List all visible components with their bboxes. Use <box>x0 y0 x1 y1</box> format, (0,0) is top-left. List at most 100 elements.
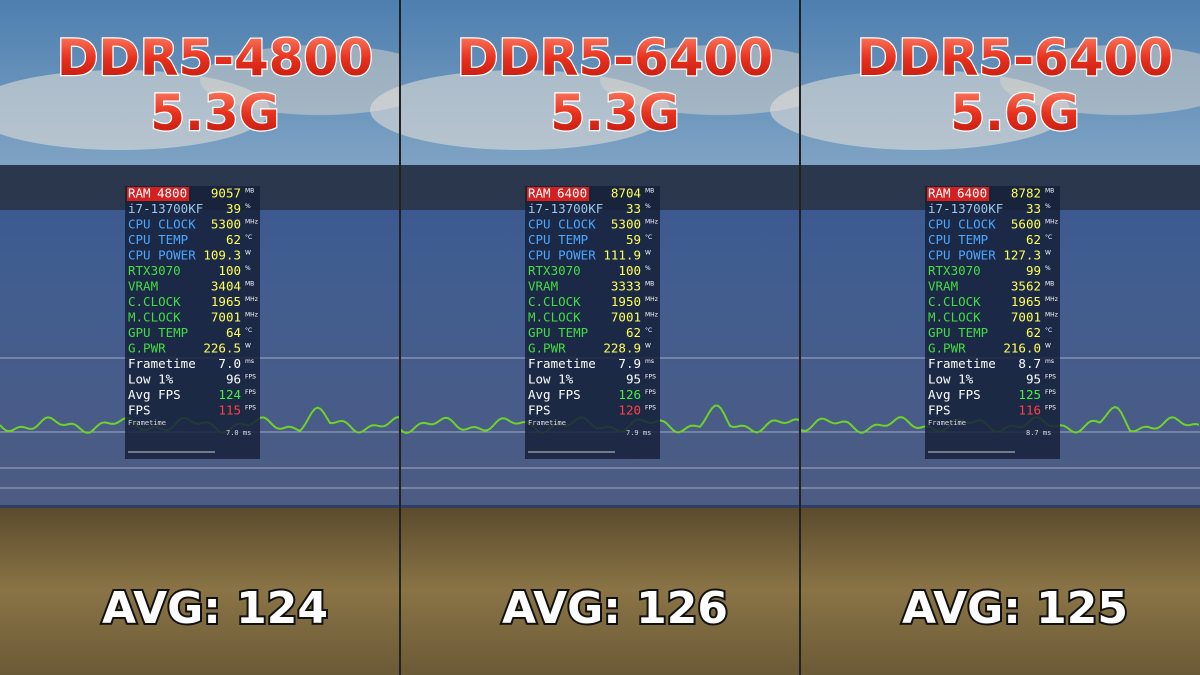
osd-unit: FPS <box>645 374 656 381</box>
memory-label: DDR5-4800 <box>57 29 373 87</box>
osd-unit: MB <box>645 188 654 195</box>
osd-unit: ms <box>1045 358 1054 365</box>
osd-label: CPU POWER <box>128 248 196 263</box>
osd-value: 3562 <box>1011 279 1041 294</box>
osd-unit: FPS <box>245 405 256 412</box>
osd-value: 62 <box>1026 325 1041 340</box>
osd-label: RAM <box>128 186 151 201</box>
osd-label: CPU CLOCK <box>928 217 996 232</box>
osd-unit: °C <box>1045 234 1052 241</box>
osd-unit: MHz <box>245 296 258 303</box>
osd-label: GPU TEMP <box>128 325 188 340</box>
osd-value: 226.5 <box>203 341 241 356</box>
osd-tag: 4800 <box>157 186 187 201</box>
osd-tag: 6400 <box>557 186 587 201</box>
osd-value: 3404 <box>211 279 241 294</box>
osd-unit: FPS <box>645 389 656 396</box>
cloud <box>370 70 670 150</box>
osd-label: Low 1% <box>928 372 974 387</box>
osd-unit: MHz <box>1045 312 1058 319</box>
grass <box>800 505 1200 675</box>
osd-value: 5300 <box>211 217 241 232</box>
osd-value: 116 <box>1018 403 1041 418</box>
osd-unit: MHz <box>1045 219 1058 226</box>
osd-unit: W <box>245 343 251 350</box>
osd-label: C.CLOCK <box>528 294 581 309</box>
osd-value: 125 <box>1018 387 1041 402</box>
osd-unit: FPS <box>1045 389 1056 396</box>
osd-value: 5600 <box>1011 217 1041 232</box>
osd-label: RTX3070 <box>528 263 581 278</box>
osd-unit: MHz <box>245 312 258 319</box>
osd-value: 216.0 <box>1003 341 1041 356</box>
osd-value: 33 <box>1026 201 1041 216</box>
osd-value: 8782 <box>1011 186 1041 201</box>
memory-label: DDR5-6400 <box>457 29 773 87</box>
average-fps: AVG: 124 <box>102 583 328 634</box>
osd-unit: W <box>1045 343 1051 350</box>
average-fps: AVG: 125 <box>902 583 1128 634</box>
osd-unit: MHz <box>645 296 658 303</box>
osd-unit: FPS <box>245 374 256 381</box>
osd-unit: °C <box>1045 327 1052 334</box>
osd-value: 3333 <box>611 279 641 294</box>
osd-value: 62 <box>226 232 241 247</box>
osd-label: M.CLOCK <box>128 310 181 325</box>
osd-label: G.PWR <box>528 341 566 356</box>
average-fps: AVG: 126 <box>502 583 728 634</box>
osd-unit: W <box>645 343 651 350</box>
osd-value: 39 <box>226 201 241 216</box>
osd-label: i7-13700KF <box>928 201 1003 216</box>
osd-value: 109.3 <box>203 248 241 263</box>
osd-value: 95 <box>626 372 641 387</box>
osd-label: CPU CLOCK <box>128 217 196 232</box>
osd-label: VRAM <box>528 279 558 294</box>
osd-label: Low 1% <box>128 372 174 387</box>
osd-unit: W <box>1045 250 1051 257</box>
osd-label: RAM <box>928 186 951 201</box>
osd-label: C.CLOCK <box>128 294 181 309</box>
osd-label: Frametime <box>928 356 996 371</box>
osd-label: CPU POWER <box>528 248 596 263</box>
osd-unit: MHz <box>645 312 658 319</box>
osd-label: CPU TEMP <box>528 232 588 247</box>
osd-unit: FPS <box>645 405 656 412</box>
osd-label: FPS <box>528 403 551 418</box>
osd-unit: ms <box>245 358 254 365</box>
osd-unit: FPS <box>1045 405 1056 412</box>
osd-label: Avg FPS <box>528 387 581 402</box>
osd-unit: MB <box>1045 188 1054 195</box>
osd-unit: % <box>645 265 651 272</box>
osd-value: 1965 <box>1011 294 1041 309</box>
osd-unit: % <box>245 203 251 210</box>
osd-label: Frametime <box>128 356 196 371</box>
cpu-clock-label: 5.3G <box>150 84 280 142</box>
osd-value: 1950 <box>611 294 641 309</box>
graph-value: 8.7 ms <box>1026 429 1051 437</box>
cloud <box>1000 45 1200 115</box>
osd-unit: °C <box>645 234 652 241</box>
osd-value: 64 <box>226 325 241 340</box>
osd-unit: MB <box>645 281 654 288</box>
osd-unit: MHz <box>1045 296 1058 303</box>
osd-value: 111.9 <box>603 248 641 263</box>
osd-value: 126 <box>618 387 641 402</box>
osd-box <box>925 186 1060 459</box>
osd-label: RTX3070 <box>128 263 181 278</box>
osd-label: Frametime <box>528 356 596 371</box>
osd-value: 96 <box>226 372 241 387</box>
osd-value: 124 <box>218 387 241 402</box>
graph-label: Frametime <box>528 419 566 427</box>
graph-value: 7.0 ms <box>226 429 251 437</box>
cpu-clock-label: 5.6G <box>950 84 1080 142</box>
ram-highlight <box>127 187 189 201</box>
osd-label: CPU CLOCK <box>528 217 596 232</box>
osd-unit: °C <box>245 234 252 241</box>
osd-value: 100 <box>618 263 641 278</box>
osd-label: GPU TEMP <box>928 325 988 340</box>
graph-value: 7.9 ms <box>626 429 651 437</box>
osd-value: 7.0 <box>218 356 241 371</box>
